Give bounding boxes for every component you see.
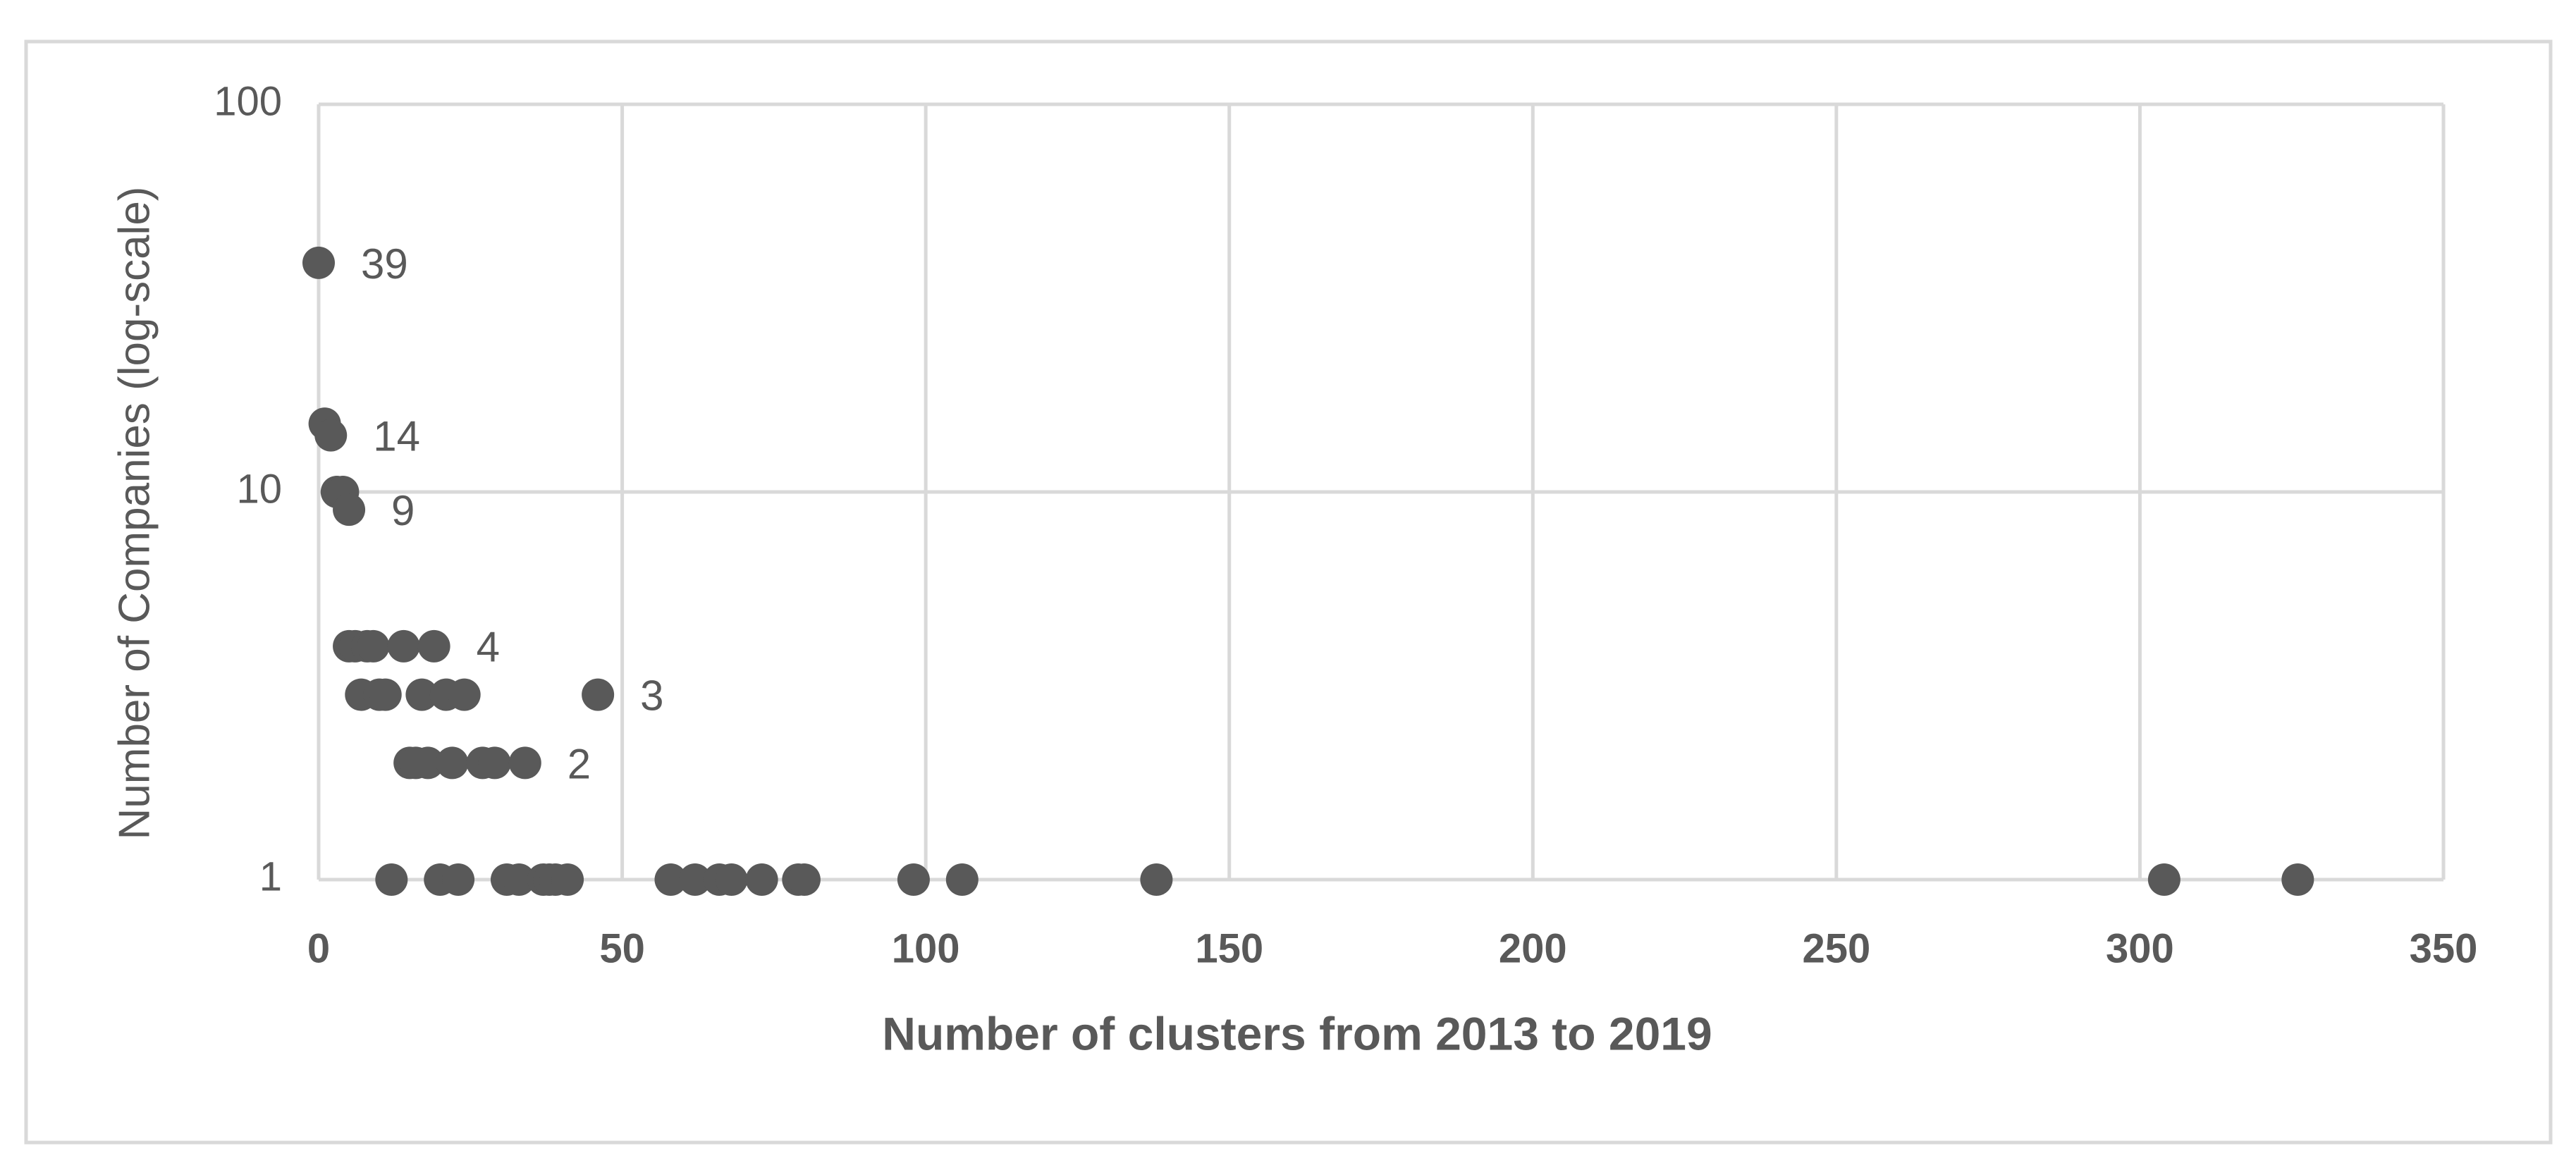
point [412,746,445,780]
point [405,678,438,711]
point [478,746,511,780]
x-tick-label: 200 [1499,925,1567,971]
y-tick-label: 100 [214,78,282,124]
point [448,678,481,711]
y-axis-title: Number of Companies (log-scale) [110,187,159,840]
point [2147,863,2181,896]
point [508,746,541,780]
point [787,863,821,896]
y-tick-label: 10 [236,466,282,512]
point [357,629,390,663]
point [551,863,584,896]
x-tick-label: 100 [892,925,960,971]
data-label: 2 [568,740,591,787]
point [436,746,469,780]
point [417,629,450,663]
point [715,863,748,896]
point [945,863,979,896]
x-tick-label: 0 [307,925,330,971]
x-tick-label: 50 [599,925,645,971]
point [314,419,348,452]
data-label: 3 [640,672,663,719]
point [333,493,366,526]
x-axis-title: Number of clusters from 2013 to 2019 [882,1007,1712,1059]
x-tick-label: 250 [1802,925,1870,971]
x-tick-label: 150 [1195,925,1263,971]
point [654,863,687,896]
point [503,863,536,896]
data-label: 4 [477,624,500,671]
data-label: 39 [361,240,408,288]
point [582,678,615,711]
x-tick-label: 300 [2106,925,2174,971]
x-tick-label: 350 [2410,925,2478,971]
chart-frame [24,39,2553,1145]
point [897,863,930,896]
point [387,629,420,663]
point [302,246,335,279]
point [1140,863,1173,896]
point [745,863,778,896]
y-tick-label: 1 [259,854,282,899]
point [2281,863,2314,896]
point [442,863,475,896]
point [678,863,711,896]
data-label: 14 [373,412,420,460]
point [369,678,402,711]
point [375,863,408,896]
data-label: 9 [391,487,415,534]
